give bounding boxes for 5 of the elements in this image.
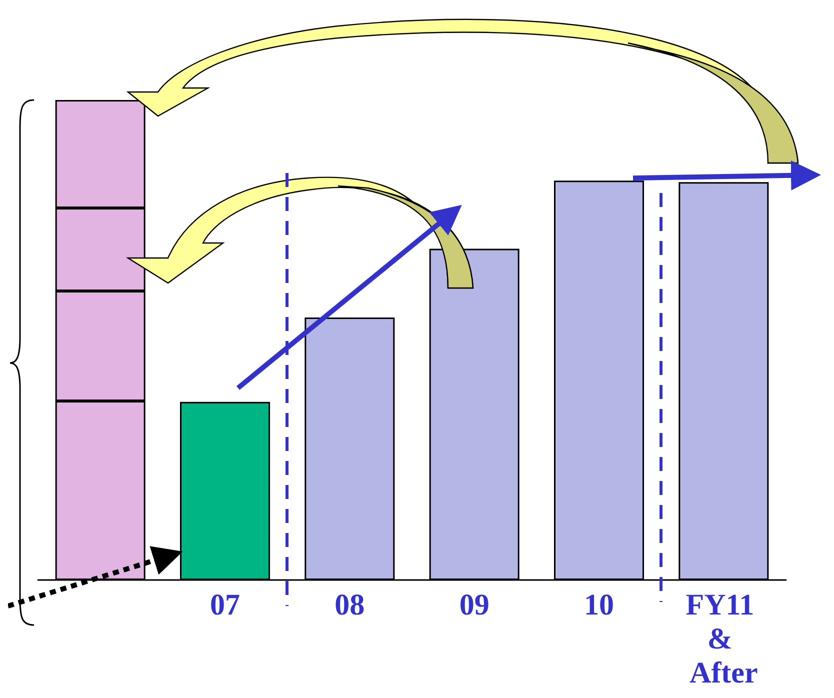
x-tick-label: 10 (584, 588, 614, 622)
x-tick-label: 09 (459, 588, 490, 622)
x-tick-label: FY11 & After (686, 588, 762, 690)
x-tick-label: 07 (210, 588, 240, 622)
x-tick-label: 08 (334, 588, 365, 622)
